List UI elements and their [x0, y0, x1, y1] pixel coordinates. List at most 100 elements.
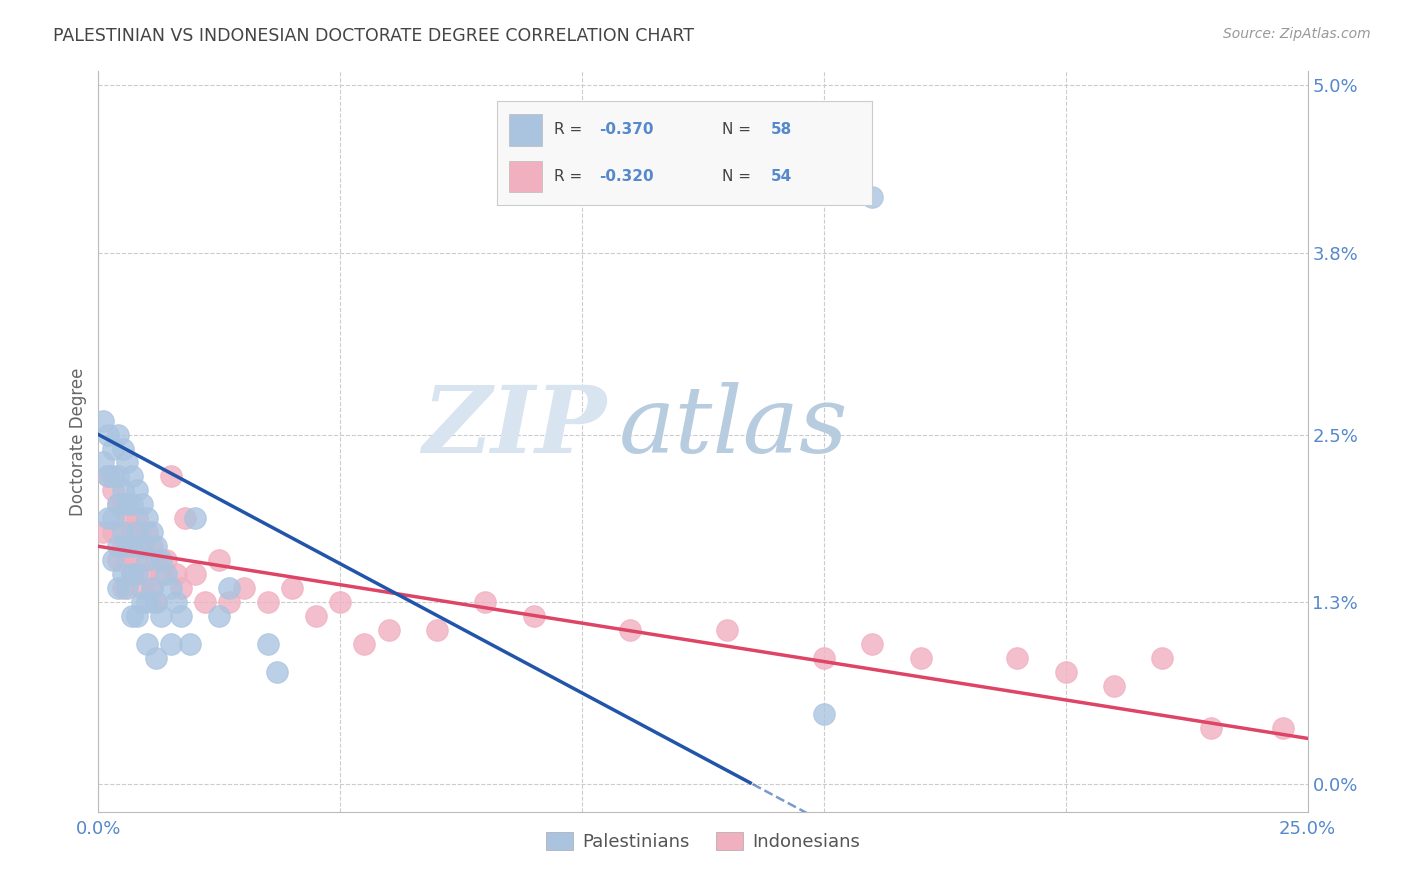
Point	[179, 637, 201, 651]
Point	[160, 581, 183, 595]
Point	[169, 581, 191, 595]
Point	[127, 525, 149, 540]
Point	[165, 567, 187, 582]
Point	[141, 581, 163, 595]
Point	[111, 525, 134, 540]
Point	[150, 567, 173, 582]
Point	[353, 637, 375, 651]
Point	[111, 581, 134, 595]
Point	[813, 651, 835, 665]
Text: Source: ZipAtlas.com: Source: ZipAtlas.com	[1223, 27, 1371, 41]
Point	[208, 609, 231, 624]
Point	[127, 567, 149, 582]
Point	[281, 581, 304, 595]
Point	[160, 469, 183, 483]
Point	[97, 469, 120, 483]
Point	[121, 567, 143, 582]
Point	[135, 637, 157, 651]
Point	[111, 539, 134, 553]
Point	[107, 553, 129, 567]
Point	[121, 497, 143, 511]
Point	[97, 511, 120, 525]
Point	[135, 567, 157, 582]
Point	[150, 553, 173, 567]
Point	[127, 553, 149, 567]
Point	[97, 427, 120, 442]
Point	[619, 623, 641, 637]
Text: ZIP: ZIP	[422, 382, 606, 472]
Point	[101, 511, 124, 525]
Point	[111, 442, 134, 456]
Point	[111, 497, 134, 511]
Point	[117, 539, 139, 553]
Point	[117, 455, 139, 469]
Point	[1007, 651, 1029, 665]
Point	[860, 637, 883, 651]
Point	[107, 497, 129, 511]
Point	[329, 595, 352, 609]
Point	[232, 581, 254, 595]
Point	[184, 567, 207, 582]
Point	[141, 539, 163, 553]
Point	[117, 497, 139, 511]
Point	[121, 609, 143, 624]
Point	[813, 706, 835, 721]
Point	[107, 427, 129, 442]
Point	[131, 497, 153, 511]
Point	[121, 469, 143, 483]
Point	[91, 414, 114, 428]
Point	[256, 637, 278, 651]
Point	[377, 623, 399, 637]
Point	[131, 581, 153, 595]
Point	[155, 553, 177, 567]
Point	[1199, 721, 1222, 735]
Point	[107, 581, 129, 595]
Point	[150, 609, 173, 624]
Text: atlas: atlas	[619, 382, 848, 472]
Legend: Palestinians, Indonesians: Palestinians, Indonesians	[538, 824, 868, 858]
Point	[141, 581, 163, 595]
Point	[145, 595, 167, 609]
Point	[131, 539, 153, 553]
Point	[155, 567, 177, 582]
Point	[256, 595, 278, 609]
Y-axis label: Doctorate Degree: Doctorate Degree	[69, 368, 87, 516]
Point	[523, 609, 546, 624]
Point	[117, 581, 139, 595]
Point	[101, 483, 124, 498]
Point	[145, 539, 167, 553]
Point	[117, 511, 139, 525]
Point	[107, 497, 129, 511]
Point	[305, 609, 328, 624]
Point	[145, 651, 167, 665]
Point	[131, 595, 153, 609]
Point	[1054, 665, 1077, 679]
Point	[135, 595, 157, 609]
Point	[91, 455, 114, 469]
Point	[145, 595, 167, 609]
Point	[184, 511, 207, 525]
Point	[716, 623, 738, 637]
Point	[107, 469, 129, 483]
Text: PALESTINIAN VS INDONESIAN DOCTORATE DEGREE CORRELATION CHART: PALESTINIAN VS INDONESIAN DOCTORATE DEGR…	[53, 27, 695, 45]
Point	[208, 553, 231, 567]
Point	[218, 581, 240, 595]
Point	[111, 567, 134, 582]
Point	[160, 637, 183, 651]
Point	[165, 595, 187, 609]
Point	[135, 525, 157, 540]
Point	[135, 511, 157, 525]
Point	[111, 483, 134, 498]
Point	[426, 623, 449, 637]
Point	[135, 553, 157, 567]
Point	[127, 483, 149, 498]
Point	[1152, 651, 1174, 665]
Point	[174, 511, 197, 525]
Point	[474, 595, 496, 609]
Point	[1272, 721, 1295, 735]
Point	[91, 525, 114, 540]
Point	[131, 539, 153, 553]
Point	[910, 651, 932, 665]
Point	[127, 511, 149, 525]
Point	[141, 525, 163, 540]
